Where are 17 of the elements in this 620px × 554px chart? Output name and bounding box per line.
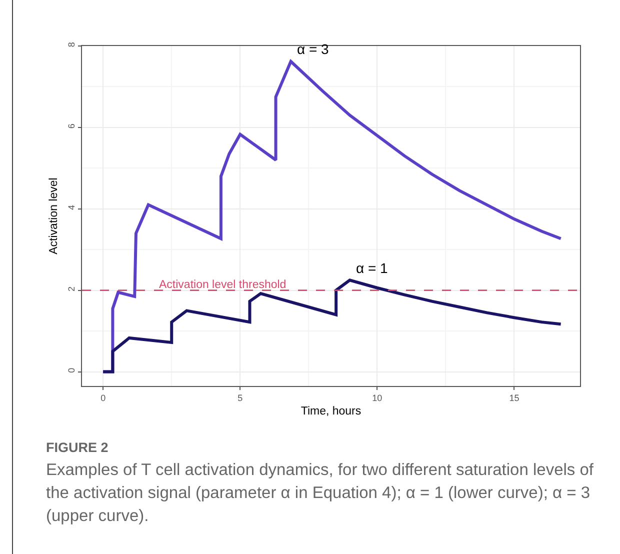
series-label: α = 3: [297, 41, 330, 57]
text: Examples of T cell activation dynamics, for two different saturation levels of the activation signal (parameter α in Equation 4); α = 1 (lower curve); α = 3 (upper curve).: [46, 460, 595, 527]
x-axis-title: Time, hours: [300, 405, 362, 418]
y-tick-label: 0: [66, 368, 76, 373]
x-tick-label: 15: [509, 392, 520, 403]
y-tick-label: 4: [66, 205, 76, 210]
y-tick-label: 8: [66, 42, 76, 48]
series-label: α = 1: [356, 260, 388, 276]
x-tick-label: 0: [100, 392, 106, 403]
x-tick-label: 5: [238, 392, 243, 403]
y-axis-title: Activation level: [48, 178, 60, 254]
y-tick-label: 6: [66, 124, 76, 129]
line-series: [102, 278, 562, 374]
text: FIGURE 2: [46, 440, 110, 455]
x-tick-label: 10: [372, 392, 382, 403]
y-tick-label: 2: [66, 286, 76, 292]
ref-line-label: Activation level threshold: [159, 279, 286, 291]
